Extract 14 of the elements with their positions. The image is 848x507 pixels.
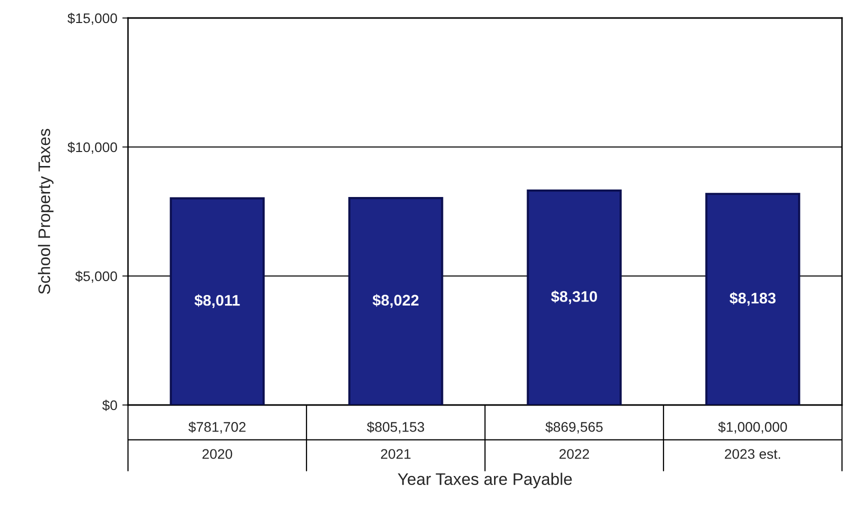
data-label: $8,310 — [551, 290, 597, 304]
data-label: $8,011 — [194, 294, 240, 308]
x-axis-title: Year Taxes are Payable — [398, 472, 572, 488]
data-label: $8,022 — [372, 294, 419, 308]
y-tick-label: $5,000 — [75, 270, 118, 283]
y-tick-label: $15,000 — [68, 12, 118, 25]
x-tick-label: $805,153 2021 — [366, 421, 424, 459]
data-label: $8,183 — [730, 292, 776, 306]
y-tick-label: $0 — [102, 400, 118, 411]
y-axis-title: School Property Taxes — [38, 128, 54, 294]
x-tick-label: $869,565 2022 — [545, 421, 603, 459]
x-tick-label: $781,702 2020 — [188, 421, 246, 459]
y-tick-label: $10,000 — [68, 142, 118, 154]
x-tick-label: $1,000,000 2023 est. — [718, 421, 787, 459]
